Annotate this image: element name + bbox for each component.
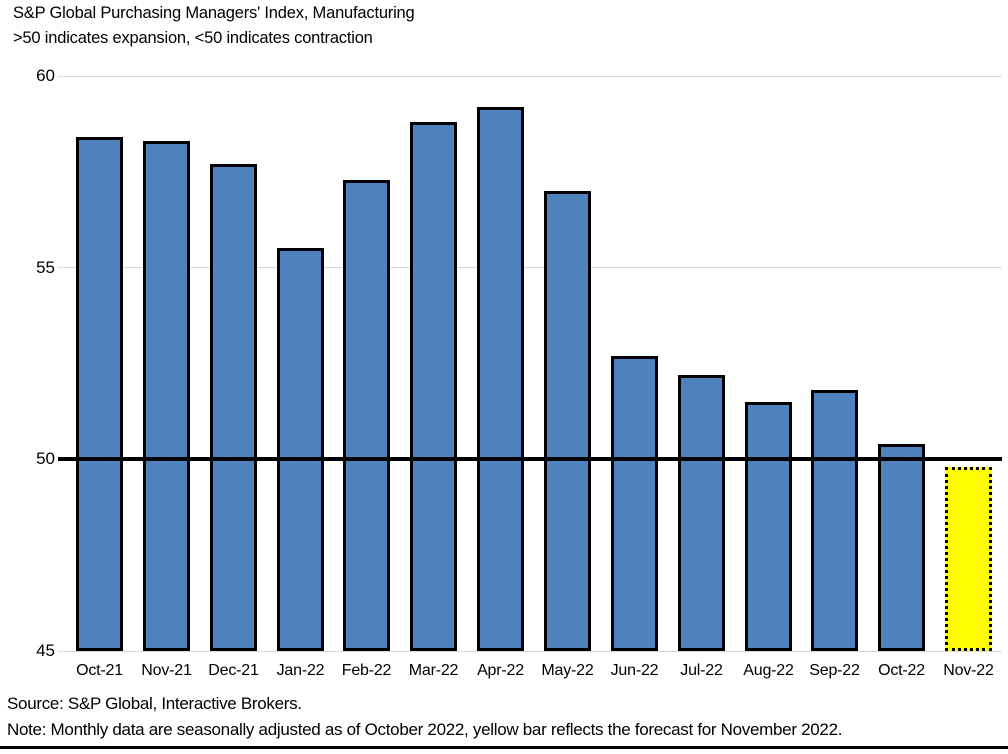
x-axis-tick-label-aug-22: Aug-22 bbox=[743, 662, 794, 679]
bar-jan-22 bbox=[277, 248, 324, 651]
bar-feb-22 bbox=[343, 180, 390, 651]
bar-jun-22 bbox=[611, 356, 658, 651]
data-note: Note: Monthly data are seasonally adjust… bbox=[7, 720, 843, 739]
x-axis-tick-label-nov-22: Nov-22 bbox=[943, 662, 994, 679]
chart-title: S&P Global Purchasing Managers' Index, M… bbox=[13, 4, 415, 22]
y-axis-tick-label-55: 55 bbox=[36, 258, 55, 277]
x-axis-tick-label-oct-21: Oct-21 bbox=[76, 662, 123, 679]
x-axis-tick-label-oct-22: Oct-22 bbox=[878, 662, 925, 679]
bar-sep-22 bbox=[811, 390, 858, 651]
chart-subtitle: >50 indicates expansion, <50 indicates c… bbox=[13, 29, 373, 47]
bar-oct-21 bbox=[76, 137, 123, 651]
x-axis-tick-label-sep-22: Sep-22 bbox=[809, 662, 860, 679]
bar-nov-21 bbox=[143, 141, 190, 651]
gridline-45 bbox=[58, 651, 1002, 652]
x-axis-tick-label-mar-22: Mar-22 bbox=[408, 662, 459, 679]
bottom-divider bbox=[0, 746, 1008, 749]
x-axis-tick-label-feb-22: Feb-22 bbox=[341, 662, 392, 679]
baseline-50-line bbox=[58, 457, 1002, 461]
x-axis-tick-label-jan-22: Jan-22 bbox=[276, 662, 325, 679]
bar-jul-22 bbox=[678, 375, 725, 651]
y-axis-tick-label-45: 45 bbox=[36, 641, 55, 660]
x-axis-tick-label-apr-22: Apr-22 bbox=[477, 662, 524, 679]
x-axis-tick-label-may-22: May-22 bbox=[541, 662, 594, 679]
bar-apr-22 bbox=[477, 107, 524, 651]
y-axis-tick-label-60: 60 bbox=[36, 66, 55, 85]
gridline-60 bbox=[58, 76, 1002, 77]
forecast-bar-nov-22 bbox=[945, 467, 992, 651]
y-axis-tick-label-50: 50 bbox=[36, 449, 55, 468]
x-axis-tick-label-jun-22: Jun-22 bbox=[610, 662, 659, 679]
x-axis-tick-label-nov-21: Nov-21 bbox=[141, 662, 192, 679]
bar-mar-22 bbox=[410, 122, 457, 651]
x-axis-tick-label-jul-22: Jul-22 bbox=[680, 662, 723, 679]
bar-aug-22 bbox=[745, 402, 792, 651]
bar-may-22 bbox=[544, 191, 591, 651]
x-axis-tick-label-dec-21: Dec-21 bbox=[208, 662, 259, 679]
gridline-55 bbox=[58, 267, 1002, 268]
bar-oct-22 bbox=[878, 444, 925, 651]
source-note: Source: S&P Global, Interactive Brokers. bbox=[7, 694, 302, 713]
bar-dec-21 bbox=[210, 164, 257, 651]
